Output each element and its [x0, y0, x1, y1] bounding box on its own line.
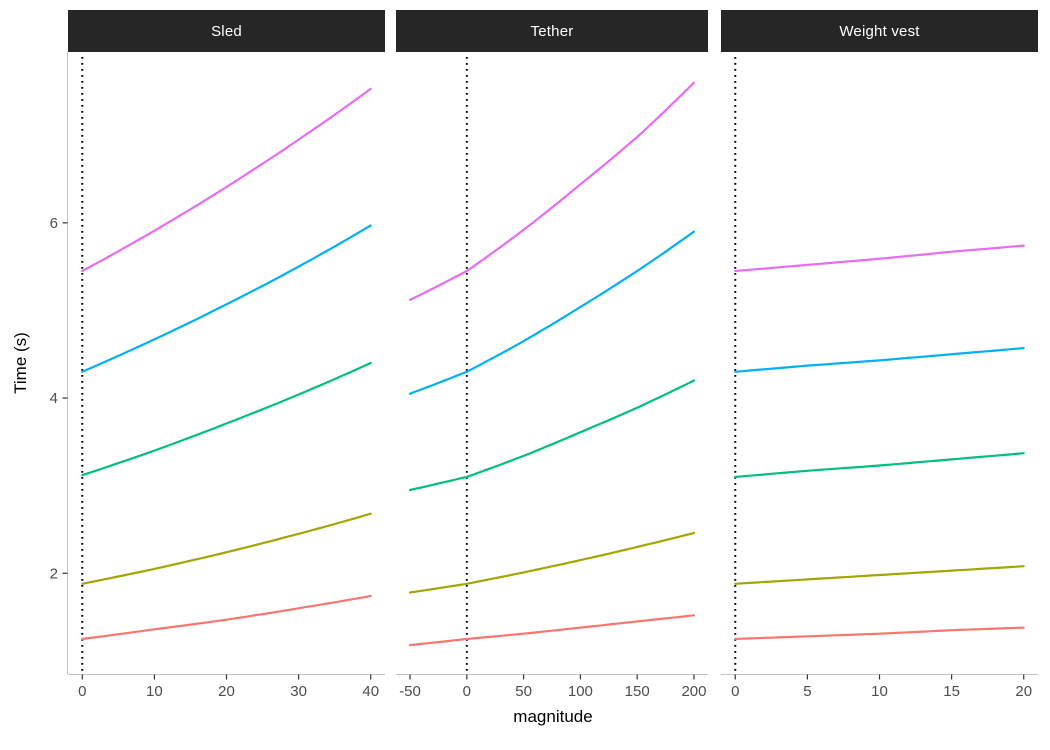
series-line-salmon — [734, 626, 1025, 641]
y-tick-label: 4 — [50, 390, 58, 407]
y-tick-label: 2 — [50, 565, 58, 582]
facet-header-sled: Sled — [68, 10, 385, 52]
series-line-olive — [734, 565, 1025, 585]
series-line-salmon — [81, 594, 372, 641]
x-tick-label: 0 — [731, 683, 739, 700]
x-tick-label: 30 — [290, 683, 307, 700]
x-tick-label: 50 — [515, 683, 532, 700]
series-line-magenta — [408, 81, 696, 301]
x-tick-label: 20 — [1015, 683, 1032, 700]
series-line-salmon — [408, 614, 696, 647]
x-tick-label: 40 — [362, 683, 379, 700]
panel-canvas-weight-vest: 0 5 10 15 20 — [721, 57, 1038, 700]
panel-canvas-tether: -50 0 50 100 150 200 — [396, 57, 708, 700]
series-line-blue — [734, 347, 1025, 373]
series-line-magenta — [734, 244, 1025, 273]
x-tick-label: 0 — [463, 683, 471, 700]
x-tick-label: 0 — [78, 683, 86, 700]
series-line-blue — [408, 230, 696, 395]
x-axis-title: magnitude — [513, 707, 593, 726]
series-line-green — [734, 452, 1025, 478]
series-line-magenta — [81, 87, 372, 273]
facet-panel-sled: Sled 0 10 20 30 40 — [68, 10, 385, 706]
x-tick-label: 10 — [871, 683, 888, 700]
x-tick-label: 10 — [146, 683, 163, 700]
facet-panel-weight-vest: Weight vest 0 5 10 15 20 — [721, 10, 1038, 706]
series-line-olive — [408, 531, 696, 594]
y-tick-label: 6 — [50, 215, 58, 232]
x-tick-label: 15 — [943, 683, 960, 700]
series-line-green — [81, 361, 372, 477]
facet-header-weight-vest: Weight vest — [721, 10, 1038, 52]
x-tick-label: -50 — [399, 683, 421, 700]
x-tick-label: 100 — [568, 683, 593, 700]
series-line-olive — [81, 512, 372, 585]
x-tick-label: 20 — [218, 683, 235, 700]
series-line-blue — [81, 224, 372, 373]
y-axis: 2 4 6 — [50, 52, 68, 675]
facet-header-tether: Tether — [396, 10, 708, 52]
x-tick-label: 200 — [681, 683, 706, 700]
x-tick-label: 150 — [625, 683, 650, 700]
series-line-green — [408, 379, 696, 492]
panel-canvas-sled: 0 10 20 30 40 — [68, 57, 385, 700]
facet-panel-tether: Tether -50 0 50 100 150 200 — [396, 10, 708, 706]
x-tick-label: 5 — [803, 683, 811, 700]
